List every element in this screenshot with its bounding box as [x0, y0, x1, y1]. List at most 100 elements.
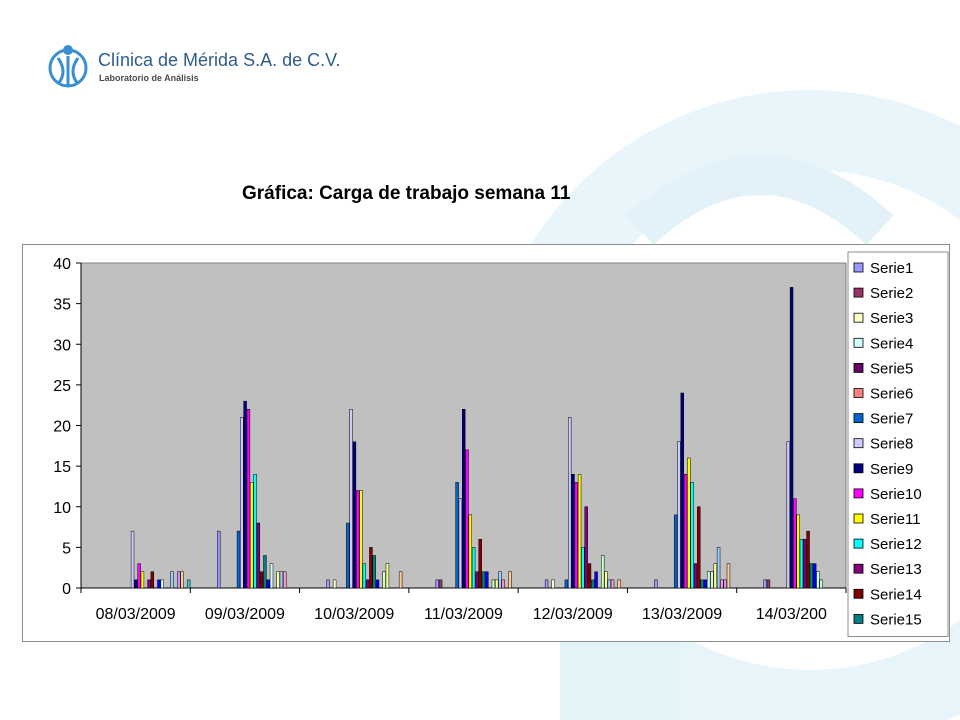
legend-label: Serie2 — [870, 285, 913, 302]
bar-extra — [607, 579, 611, 589]
legend-label: Serie8 — [870, 436, 913, 453]
bar-serie10 — [793, 498, 797, 589]
bar-extra — [398, 571, 403, 589]
bar-extra — [604, 571, 608, 589]
x-tick-label: 12/03/2009 — [533, 606, 613, 623]
bar-serie14 — [150, 571, 155, 589]
bar-serie3 — [332, 579, 337, 589]
legend-label: Serie11 — [870, 511, 921, 528]
bar-serie14 — [806, 530, 810, 589]
bar-extra — [186, 579, 191, 589]
bar-extra — [720, 579, 724, 589]
bar-extra — [382, 571, 386, 589]
x-tick-label: 09/03/2009 — [205, 606, 285, 623]
chart-title: Gráfica: Carga de trabajo semana 11 — [242, 183, 571, 204]
bar-serie13 — [693, 563, 698, 589]
legend-label: Serie9 — [870, 461, 913, 478]
bar-extra — [508, 571, 512, 589]
bar-serie11 — [687, 457, 691, 589]
legend-label: Serie10 — [870, 486, 922, 503]
legend-swatch — [853, 388, 864, 398]
bar-extra — [283, 571, 287, 589]
y-tick-label: 0 — [62, 581, 71, 598]
bar-serie2 — [438, 579, 443, 589]
bar-extra — [279, 571, 284, 589]
bar-serie8 — [240, 417, 244, 589]
bar-serie13 — [256, 522, 261, 589]
bar-serie1 — [763, 579, 767, 589]
bar-serie12 — [471, 547, 476, 589]
bar-extra — [812, 563, 817, 589]
bar-serie3 — [551, 579, 555, 589]
bar-serie13 — [365, 579, 370, 589]
bar-extra — [716, 547, 721, 589]
legend-swatch — [853, 463, 864, 474]
bar-serie1 — [217, 530, 221, 589]
legend-label: Serie3 — [870, 310, 913, 327]
y-tick-label: 20 — [53, 419, 71, 436]
legend-swatch — [853, 588, 864, 599]
bar-serie11 — [140, 571, 145, 589]
bar-extra — [177, 571, 181, 589]
x-tick-label: 14/03/200 — [756, 606, 827, 623]
bar-serie7 — [346, 522, 350, 589]
bar-serie8 — [130, 530, 135, 589]
bar-serie9 — [571, 474, 575, 589]
legend-swatch — [853, 438, 864, 449]
legend-swatch — [853, 513, 864, 524]
bar-serie9 — [680, 392, 684, 589]
bar-serie8 — [458, 498, 463, 589]
bar-serie11 — [250, 482, 254, 589]
y-tick-label: 30 — [53, 337, 71, 354]
bar-serie14 — [369, 547, 373, 589]
legend-swatch — [853, 362, 864, 373]
y-tick-label: 10 — [53, 500, 71, 517]
bar-serie15 — [809, 563, 814, 589]
legend-swatch — [853, 413, 864, 424]
bar-extra — [180, 571, 184, 589]
legend-label: Serie6 — [870, 386, 913, 403]
legend-swatch — [853, 563, 864, 574]
legend-label: Serie7 — [870, 411, 913, 428]
bar-serie10 — [356, 490, 360, 589]
bar-serie8 — [786, 441, 790, 589]
bar-serie13 — [475, 571, 479, 589]
bar-serie11 — [796, 514, 800, 589]
x-tick-label: 08/03/2009 — [96, 606, 176, 623]
bar-extra — [170, 571, 174, 589]
bar-serie14 — [478, 539, 482, 589]
x-tick-label: 10/03/2009 — [314, 606, 394, 623]
bar-serie13 — [584, 506, 588, 589]
bar-serie9 — [134, 579, 138, 589]
bar-serie15 — [591, 579, 595, 589]
bar-serie14 — [259, 571, 264, 589]
legend-swatch — [853, 312, 864, 323]
bar-serie7 — [564, 579, 569, 589]
bar-serie15 — [481, 571, 486, 589]
legend-label: Serie1 — [870, 260, 913, 277]
bar-extra — [160, 579, 164, 589]
bar-serie10 — [137, 563, 141, 589]
bar-serie12 — [362, 563, 367, 589]
bar-serie10 — [246, 409, 251, 589]
bar-serie9 — [789, 287, 794, 589]
bar-extra — [485, 571, 489, 589]
y-tick-label: 5 — [62, 540, 71, 557]
clinic-logo — [48, 45, 88, 88]
y-tick-label: 15 — [53, 459, 71, 476]
bar-serie9 — [243, 400, 247, 589]
bar-serie13 — [803, 539, 807, 589]
bar-serie12 — [690, 482, 694, 589]
bar-serie12 — [799, 539, 804, 589]
bar-serie8 — [677, 441, 681, 589]
bar-extra — [276, 571, 280, 589]
legend-swatch — [853, 614, 864, 624]
legend-swatch — [853, 488, 864, 499]
bar-extra — [385, 563, 390, 589]
bar-extra — [375, 579, 380, 589]
legend-label: Serie14 — [870, 586, 922, 603]
legend-swatch — [853, 287, 864, 298]
bar-extra — [501, 579, 506, 589]
bar-serie10 — [574, 482, 578, 589]
